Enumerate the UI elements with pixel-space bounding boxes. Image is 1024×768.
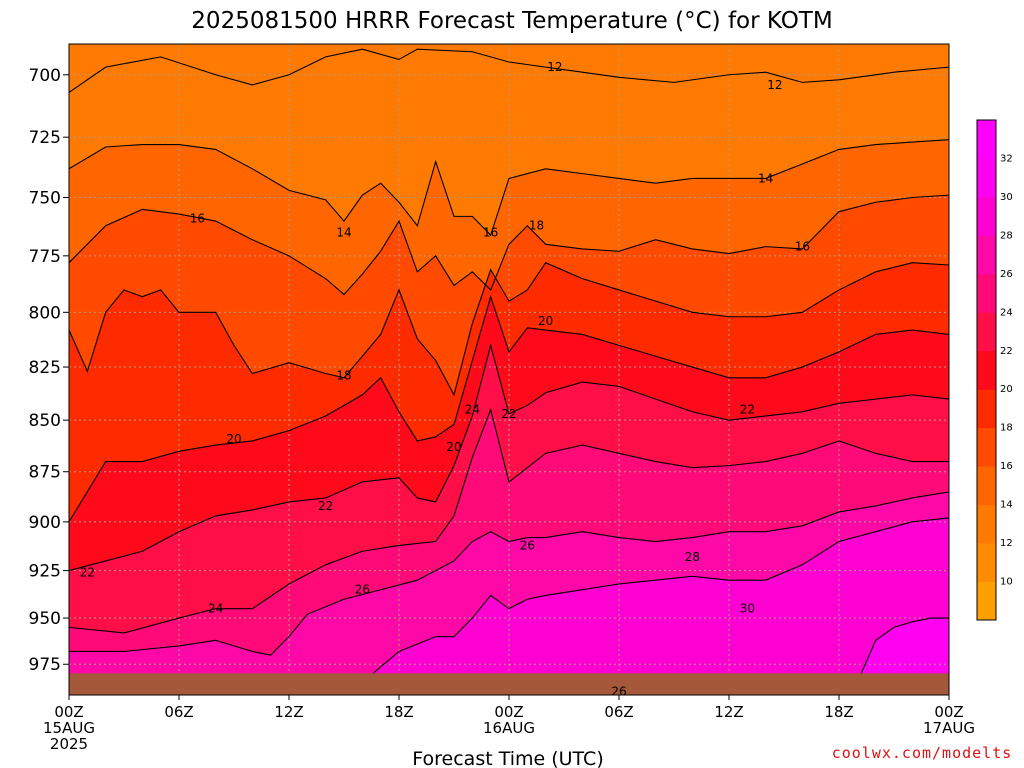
y-tick-label: 950 — [29, 609, 61, 629]
colorbar-swatch — [977, 196, 996, 236]
contour-label: 16 — [795, 240, 810, 254]
x-tick-label: 12Z — [274, 703, 303, 721]
contour-label: 18 — [529, 219, 544, 233]
y-tick-label: 825 — [29, 358, 61, 378]
y-tick-label: 875 — [29, 463, 61, 483]
colorbar-swatch — [977, 273, 996, 313]
credit-text: coolwx.com/modelts — [832, 744, 1013, 762]
contour-label: 12 — [547, 60, 562, 74]
y-tick-label: 850 — [29, 411, 61, 431]
colorbar-tick-label: 18 — [1000, 423, 1013, 434]
colorbar-tick-label: 24 — [1000, 307, 1013, 318]
contour-label: 12 — [767, 78, 782, 92]
contour-label: 24 — [208, 602, 223, 616]
contour-14 — [69, 139, 949, 237]
contour-label: 24 — [465, 403, 480, 417]
colorbar-swatch — [977, 350, 996, 390]
x-tick-label: 12Z — [714, 703, 743, 721]
x-tick-label: 00Z — [494, 703, 523, 721]
plot-area — [69, 44, 949, 695]
x-tick-label: 16AUG — [483, 719, 535, 737]
x-tick-label: 06Z — [604, 703, 633, 721]
contour-lines — [69, 48, 949, 683]
y-tick-label: 800 — [29, 303, 61, 323]
surface-strip — [69, 673, 949, 695]
contour-label: 22 — [318, 499, 333, 513]
y-tick-label: 900 — [29, 513, 61, 533]
colorbar-swatch — [977, 581, 996, 621]
colorbar-tick-label: 30 — [1000, 192, 1013, 203]
grid-lines — [69, 44, 949, 695]
contour-label: 26 — [520, 538, 535, 552]
contour-label: 22 — [501, 407, 516, 421]
y-tick-label: 925 — [29, 562, 61, 582]
y-tick-label: 750 — [29, 189, 61, 209]
surface-terrain — [69, 673, 949, 695]
contour-label: 14 — [336, 226, 351, 240]
colorbar-tick-label: 12 — [1000, 538, 1013, 549]
x-tick-label: 06Z — [164, 703, 193, 721]
chart-title: 2025081500 HRRR Forecast Temperature (°C… — [191, 8, 832, 34]
contour-label: 28 — [685, 550, 700, 564]
contour-12 — [69, 48, 949, 93]
colorbar-tick-label: 28 — [1000, 230, 1013, 241]
colorbar-swatch — [977, 427, 996, 467]
x-tick-label: 00Z — [54, 703, 83, 721]
colorbar-tick-label: 32 — [1000, 153, 1013, 164]
colorbar-tick-label: 20 — [1000, 384, 1013, 395]
x-tick-label: 15AUG — [43, 719, 95, 737]
contour-label: 16 — [190, 212, 205, 226]
colorbar-swatch — [977, 120, 996, 159]
contour-24 — [69, 407, 949, 634]
contour-label: 16 — [483, 226, 498, 240]
y-tick-label: 775 — [29, 247, 61, 267]
contour-16 — [69, 194, 949, 296]
contour-label: 22 — [740, 403, 755, 417]
colorbar-tick-label: 16 — [1000, 461, 1013, 472]
colorbar-swatch — [977, 389, 996, 429]
contour-label: 14 — [758, 171, 773, 185]
x-tick-label: 17AUG — [923, 719, 975, 737]
colorbar-swatch — [977, 543, 996, 583]
y-tick-label: 725 — [29, 128, 61, 148]
y-tick-label: 700 — [29, 66, 61, 86]
x-tick-label: 00Z — [934, 703, 963, 721]
x-axis-label: Forecast Time (UTC) — [412, 748, 603, 768]
colorbar-tick-label: 22 — [1000, 346, 1013, 357]
contour-label: 18 — [336, 369, 351, 383]
colorbar-frame — [976, 119, 997, 621]
colorbar: 10 12 14 16 18 20 22 24 26 28 30 32 — [976, 119, 1013, 621]
colorbar-tick-label: 14 — [1000, 500, 1013, 511]
colorbar-swatch — [977, 158, 996, 198]
contour-label: 20 — [538, 314, 553, 328]
y-axis: 700 725 750 775 800 825 850 875 900 925 950 975 — [29, 66, 69, 675]
contour-22 — [69, 343, 949, 572]
colorbar-tick-label: 26 — [1000, 269, 1013, 280]
contour-label: 26 — [355, 583, 370, 597]
contour-30 — [856, 617, 949, 683]
contour-20 — [69, 294, 949, 523]
colorbar-tick-label: 10 — [1000, 577, 1013, 588]
colorbar-swatch — [977, 312, 996, 352]
contour-label: 22 — [80, 566, 95, 580]
contour-label: 30 — [740, 602, 755, 616]
colorbar-swatch — [977, 235, 996, 275]
contour-28 — [361, 517, 949, 683]
y-tick-label: 975 — [29, 655, 61, 675]
contour-label: 20 — [226, 432, 241, 446]
x-tick-label: 2025 — [50, 735, 88, 753]
contour-26 — [69, 491, 949, 656]
colorbar-swatch — [977, 466, 996, 506]
contour-labels: 12 12 14 14 16 16 16 18 18 20 20 20 22 22 24 22 22 24 26 26… — [80, 60, 810, 698]
colorbar-swatch — [977, 504, 996, 544]
x-tick-label: 18Z — [824, 703, 853, 721]
x-tick-label: 18Z — [384, 703, 413, 721]
contour-18 — [69, 262, 949, 397]
contour-label: 20 — [446, 440, 461, 454]
